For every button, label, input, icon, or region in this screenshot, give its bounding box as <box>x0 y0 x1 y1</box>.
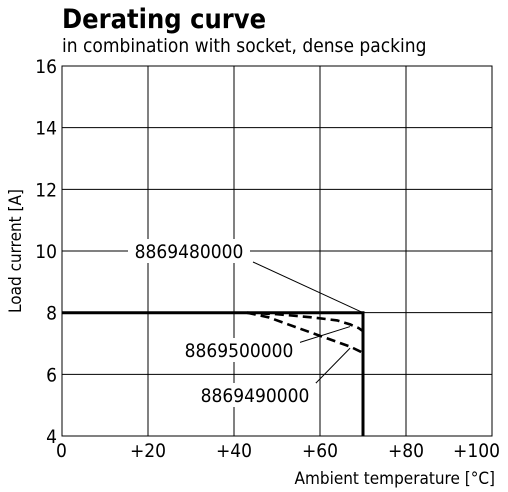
x-tick-label: +60 <box>302 440 338 462</box>
x-tick-label: +80 <box>388 440 424 462</box>
grid-lines <box>61 65 493 437</box>
annotation-label-bg <box>194 383 316 407</box>
y-tick-label: 12 <box>35 179 57 201</box>
x-axis-label: Ambient temperature [°C] <box>295 469 496 489</box>
annotation-label: 8869500000 <box>185 340 294 362</box>
x-tick-label: 0 <box>56 440 67 462</box>
series-lines <box>62 311 365 436</box>
annotation-label: 8869480000 <box>135 241 244 263</box>
x-tick-label: +40 <box>216 440 252 462</box>
y-tick-label: 14 <box>35 118 57 140</box>
y-tick-label: 6 <box>46 364 57 386</box>
y-tick-label: 10 <box>35 241 57 263</box>
annotation-label-bg <box>178 338 300 362</box>
x-tick-label: +20 <box>130 440 166 462</box>
series-line-8869500000 <box>246 311 364 333</box>
annotations: 8869480000 8869500000 8869490000 <box>128 239 364 407</box>
annotation-leader-line <box>252 261 364 314</box>
tick-labels: 0 +20 +40 +60 +80 +100 4 6 8 10 12 14 16 <box>35 56 500 462</box>
annotation-leader-line <box>314 347 351 385</box>
y-axis-label: Load current [A] <box>6 189 26 313</box>
x-tick-label: +100 <box>453 440 500 462</box>
y-tick-label: 4 <box>46 426 57 448</box>
annotation-label: 8869490000 <box>201 385 310 407</box>
chart-subtitle: in combination with socket, dense packin… <box>62 35 426 57</box>
annotation-leader-line <box>297 326 351 344</box>
chart-title: Derating curve <box>62 4 266 35</box>
y-tick-label: 8 <box>46 303 57 325</box>
plot-frame <box>61 65 493 437</box>
series-line-8869490000 <box>246 311 364 354</box>
series-line-8869480000 <box>62 311 365 436</box>
annotation-label-bg <box>128 239 250 263</box>
y-tick-label: 16 <box>35 56 57 78</box>
